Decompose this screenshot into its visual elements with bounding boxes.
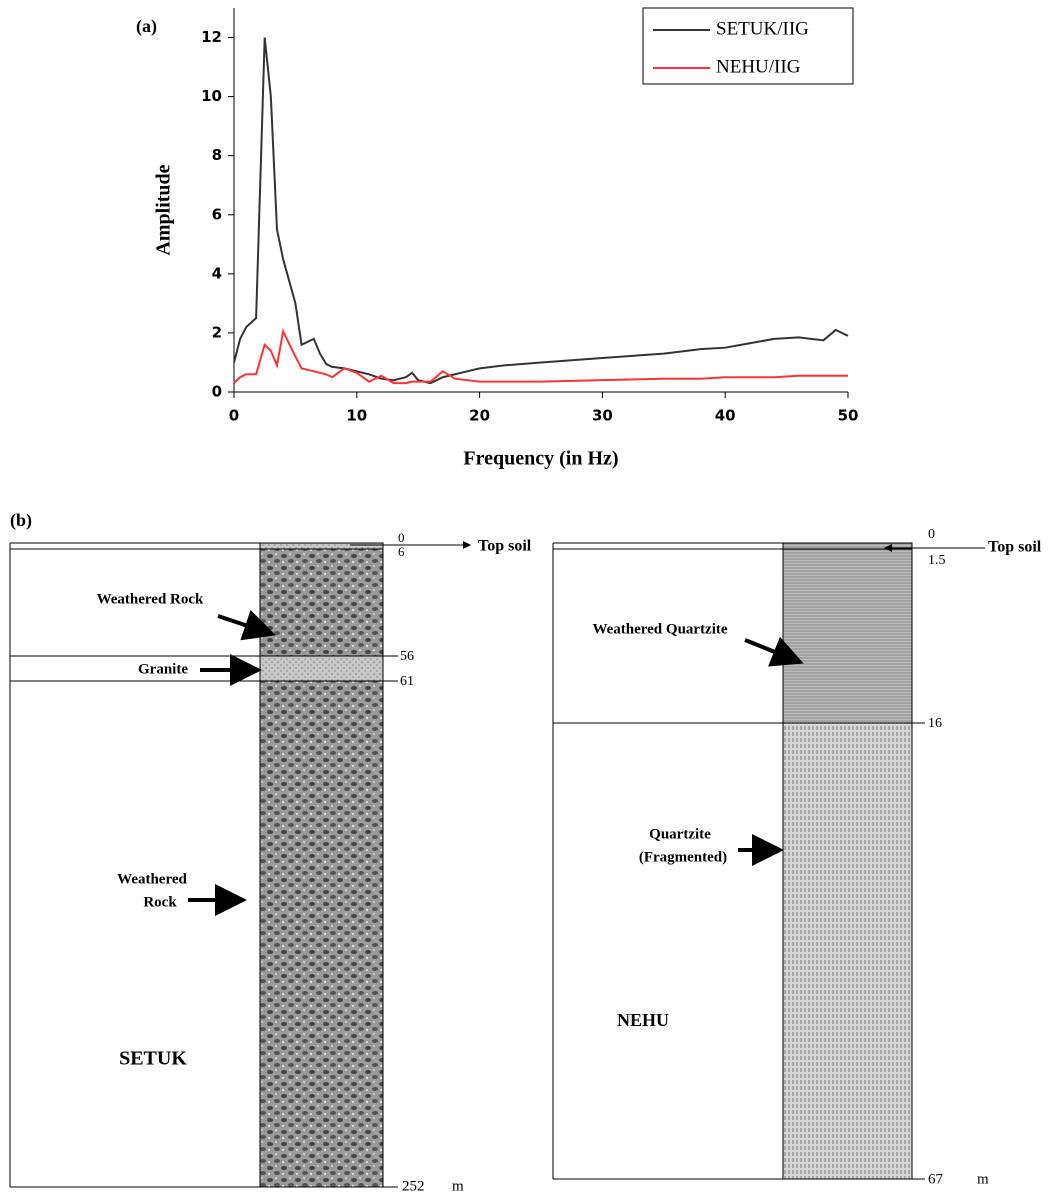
x-tick-label: 50 (838, 407, 859, 425)
y-tick-label: 8 (212, 146, 222, 164)
y-axis-label: Amplitude (153, 164, 175, 255)
depth-label: 61 (400, 674, 414, 689)
weathered-quartzite (783, 543, 912, 723)
depth-label: 16 (928, 716, 942, 731)
unit-label: m (977, 1171, 989, 1187)
layer-label: (Fragmented) (639, 849, 727, 865)
depth-label: 6 (398, 544, 405, 559)
legend-label: NEHU/IIG (716, 56, 801, 77)
x-tick-label: 20 (469, 407, 490, 425)
x-tick-label: 40 (715, 407, 736, 425)
series-line (233, 37, 849, 385)
layer-label: Granite (138, 661, 188, 677)
x-tick-label: 30 (592, 407, 613, 425)
panel-b: (b) 0 6 56 61 252 m Top soil Weathered R… (9, 510, 1042, 1194)
depth-label: 0 (398, 530, 405, 545)
line-chart: (a) Frequency (in Hz) Amplitude 0 2 4 6 8 10 1… (136, 7, 859, 470)
depth-label: 67 (928, 1171, 944, 1187)
arrow (217, 609, 276, 641)
y-tick-label: 10 (201, 87, 222, 105)
rock-column (260, 543, 383, 1187)
x-axis-label: Frequency (in Hz) (463, 448, 618, 470)
station-label: SETUK (119, 1048, 187, 1070)
depth-label: 1.5 (928, 553, 946, 568)
legend-label: SETUK/IIG (716, 18, 809, 39)
layer-label: Top soil (478, 538, 532, 555)
unit-label: m (452, 1178, 464, 1194)
layer-label: Weathered Rock (97, 591, 204, 607)
y-tick-label: 0 (212, 383, 222, 401)
layer-label: Weathered Quartzite (592, 621, 727, 637)
y-tick-label: 4 (212, 264, 222, 282)
panel-label: (b) (10, 510, 32, 531)
quartzite (783, 723, 912, 1179)
layer-label: Rock (143, 894, 177, 910)
legend-box (642, 7, 854, 85)
depth-label: 252 (402, 1178, 425, 1194)
series-line (233, 328, 848, 385)
topsoil-layer (260, 543, 383, 549)
x-tick-label: 10 (346, 407, 367, 425)
depth-label: 0 (928, 527, 935, 542)
station-label: NEHU (617, 1010, 669, 1030)
arrow (744, 636, 804, 667)
granite-layer (260, 656, 383, 681)
panel-label: (a) (136, 16, 157, 37)
layer-label: Weathered (117, 871, 187, 887)
x-tick-label: 0 (229, 407, 239, 425)
depth-label: 56 (400, 649, 414, 664)
y-tick-label: 2 (212, 323, 222, 341)
layer-label: Quartzite (649, 826, 711, 842)
y-tick-label: 6 (212, 205, 222, 223)
layer-label: Top soil (988, 539, 1042, 556)
y-tick-label: 12 (201, 28, 222, 46)
